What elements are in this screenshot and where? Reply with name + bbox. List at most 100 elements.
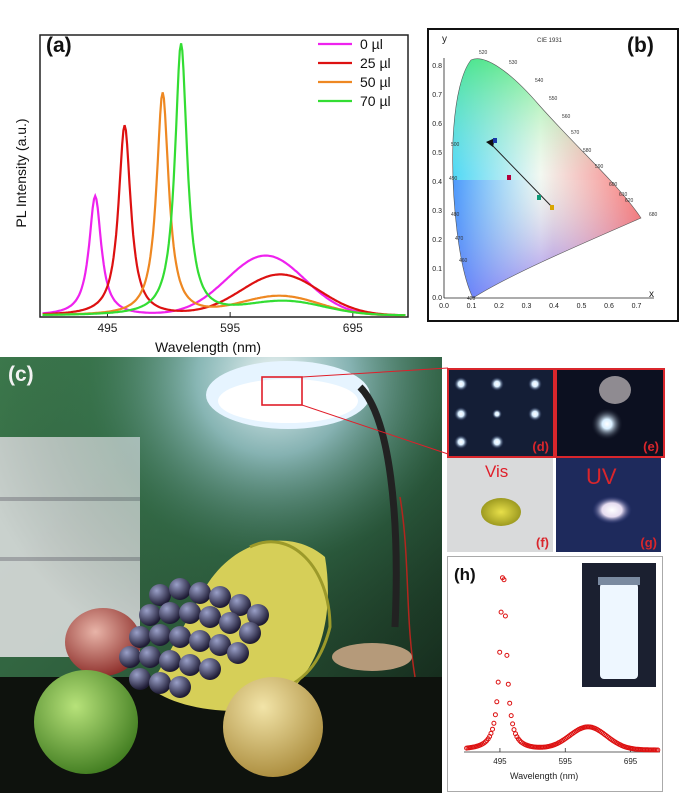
apple-green: [34, 670, 138, 774]
locus-wavelength-label: 580: [583, 148, 592, 154]
h-x-axis-label: Wavelength (nm): [510, 771, 579, 781]
panel-c: (c): [0, 357, 442, 793]
data-point: [497, 649, 503, 655]
led-array-image: [449, 370, 553, 456]
locus-wavelength-label: 540: [535, 78, 544, 84]
powder-uv-image: [592, 496, 632, 524]
locus-wavelength-label: 600: [609, 182, 618, 188]
y-axis-label: PL Intensity (a.u.): [13, 118, 29, 228]
panel-h: 495 595 695 (h) Wavelength (nm): [447, 556, 663, 792]
series-line: [42, 43, 406, 317]
cie-y-tick-label: 0.1: [432, 266, 442, 273]
panel-label-b: (b): [627, 34, 654, 57]
cie-x-tick-label: 0.4: [549, 303, 559, 310]
h-x-tick-label: 695: [624, 757, 638, 766]
single-led-image: [591, 376, 631, 440]
cie-title: CIE 1931: [537, 38, 563, 44]
data-point: [490, 726, 495, 732]
panel-g: UV (g): [556, 458, 661, 552]
cie-x-tick-label: 0.7: [632, 303, 642, 310]
cie-y-tick-label: 0.7: [432, 92, 442, 99]
data-point: [517, 738, 523, 744]
locus-wavelength-label: 620: [625, 198, 634, 204]
x-axis-label: Wavelength (nm): [155, 339, 262, 355]
data-point: [504, 652, 510, 658]
cie-x-tick-label: 0.6: [604, 303, 614, 310]
locus-wavelength-label: 560: [562, 114, 571, 120]
cie-point-50ul: [507, 175, 511, 180]
locus-wavelength-label: 610: [619, 192, 628, 198]
x-tick-label: 495: [97, 321, 117, 335]
lamp-base: [332, 643, 412, 671]
cie-y-tick-label: 0.4: [432, 179, 442, 186]
locus-wavelength-label: 680: [649, 212, 658, 218]
cie-diagram: 0.0 0.1 0.2 0.3 0.4 0.5 0.6 0.7 0.0 0.1 0.2 0.3 0.4 0…: [432, 50, 658, 310]
locus-wavelength-label: 530: [509, 60, 518, 66]
panel-e: (e): [555, 368, 665, 458]
data-point: [510, 721, 516, 727]
panel-f: Vis (f): [447, 458, 553, 552]
legend-label: 0 µl: [360, 36, 383, 52]
data-point: [501, 577, 507, 583]
x-tick-label: 595: [220, 321, 240, 335]
cie-x-tick-label: 0.5: [577, 303, 587, 310]
cie-locus-outline: [452, 58, 642, 299]
data-point: [655, 747, 661, 753]
cie-y-axis-label: y: [442, 34, 447, 45]
data-point: [505, 681, 511, 687]
locus-wavelength-label: 420: [467, 296, 476, 302]
cie-trajectory-line: [490, 143, 554, 209]
data-point: [491, 720, 497, 726]
cie-y-tick-label: 0.6: [432, 121, 442, 128]
cie-point-0ul: [550, 205, 554, 210]
plot-frame: [39, 34, 409, 318]
cie-point-25ul: [537, 195, 541, 200]
cie-x-tick-label: 0.0: [439, 303, 449, 310]
cie-x-tick-label: 0.1: [467, 303, 477, 310]
panel-a: 495 595 695 0 µl 25 µl 50 µl 70 µl (a) PL Int…: [0, 0, 420, 355]
trajectory-arrow-icon: [486, 138, 495, 147]
h-x-tick-label: 595: [559, 757, 573, 766]
panel-label-e: (e): [643, 439, 659, 454]
zoom-box: [261, 376, 303, 406]
cie-y-tick-label: 0.8: [432, 63, 442, 70]
locus-wavelength-label: 570: [571, 130, 580, 136]
locus-wavelength-label: 490: [449, 176, 458, 182]
locus-wavelength-label: 460: [459, 258, 468, 264]
panel-label-a: (a): [46, 34, 72, 57]
data-point: [495, 679, 501, 685]
fruit-photo: [0, 357, 442, 793]
data-point: [494, 699, 500, 705]
x-tick-label: 695: [343, 321, 363, 335]
cie-y-tick-label: 0.5: [432, 150, 442, 157]
data-point: [502, 613, 508, 619]
series-line: [42, 192, 406, 317]
cie-x-axis-label: x: [649, 289, 654, 300]
cie-y-tick-label: 0.0: [432, 295, 442, 302]
panel-d: (d): [447, 368, 555, 458]
data-point: [507, 700, 513, 706]
locus-wavelength-label: 520: [479, 50, 488, 56]
cie-point-70ul: [493, 138, 497, 143]
cie-x-tick-label: 0.2: [494, 303, 504, 310]
panel-label-h: (h): [454, 565, 476, 584]
grapes: [119, 578, 269, 698]
locus-wavelength-label: 590: [595, 164, 604, 170]
legend-label: 50 µl: [360, 74, 391, 90]
data-point: [498, 609, 504, 615]
powder-visible-image: [481, 498, 521, 526]
panel-label-g: (g): [640, 535, 657, 550]
locus-wavelength-label: 500: [451, 142, 460, 148]
pl-spectra-chart: 495 595 695 0 µl 25 µl 50 µl 70 µl: [39, 34, 409, 335]
cie-y-tick-label: 0.3: [432, 208, 442, 215]
h-x-tick-label: 495: [493, 757, 507, 766]
locus-wavelength-label: 480: [451, 212, 460, 218]
panel-b: 0.0 0.1 0.2 0.3 0.4 0.5 0.6 0.7 0.0 0.1 0.2 0.3 0.4 0…: [427, 28, 679, 322]
data-point: [511, 727, 517, 733]
lamp-arm: [357, 384, 400, 628]
cie-y-tick-label: 0.2: [432, 237, 442, 244]
series-line: [42, 124, 406, 317]
visible-light-caption: Vis: [485, 462, 509, 481]
legend-label: 25 µl: [360, 55, 391, 71]
legend-label: 70 µl: [360, 93, 391, 109]
